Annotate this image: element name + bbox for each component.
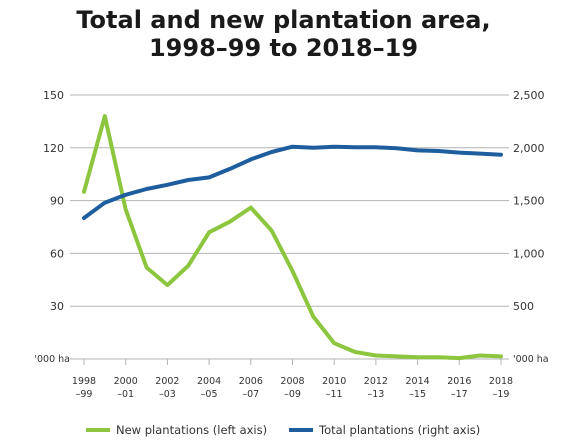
x-tick-label-year: 2014 [406, 376, 430, 387]
x-tick-label-suffix: –01 [117, 389, 134, 400]
x-tick-label-year: 2002 [155, 376, 179, 387]
series-lines [82, 114, 503, 361]
x-tick-label-suffix: –07 [242, 389, 259, 400]
legend: New plantations (left axis) Total plantat… [86, 423, 480, 437]
left-axis-unit-label: '000 ha [34, 354, 70, 365]
series-line-total-plantations [82, 144, 503, 220]
x-tick-label-year: 2004 [197, 376, 221, 387]
left-axis-tick-label: 60 [50, 247, 64, 260]
x-tick-label-year: 2008 [280, 376, 304, 387]
x-tick-label-suffix: –09 [284, 389, 301, 400]
x-tick-label-suffix: –05 [201, 389, 218, 400]
chart-title-line-2: 1998–99 to 2018–19 [148, 34, 419, 62]
right-axis-unit-label: '000 ha [513, 354, 549, 365]
legend-label-total-plantations: Total plantations (right axis) [318, 423, 480, 437]
axis-labels: 30 60 90 120 150 500 1,000 1,500 2,000 2,500 '000 … [34, 89, 548, 400]
x-tick-label-suffix: –15 [409, 389, 426, 400]
left-axis-tick-label: 120 [43, 142, 64, 155]
right-axis-tick-label: 1,500 [513, 195, 545, 208]
right-axis-tick-label: 500 [513, 300, 534, 313]
x-tick-label-suffix: –17 [451, 389, 468, 400]
x-tick-label-year: 2018 [489, 376, 513, 387]
x-tick-label-year: 1998 [72, 376, 96, 387]
gridlines [70, 94, 509, 365]
x-tick-label-suffix: –19 [493, 389, 510, 400]
right-axis-tick-label: 1,000 [513, 247, 545, 260]
left-axis-tick-label: 150 [43, 89, 64, 102]
x-tick-label-suffix: –03 [159, 389, 176, 400]
left-axis-tick-label: 30 [50, 300, 64, 313]
right-axis-tick-label: 2,000 [513, 142, 545, 155]
right-axis-tick-label: 2,500 [513, 89, 545, 102]
x-tick-label-year: 2016 [447, 376, 471, 387]
chart-title-line-1: Total and new plantation area, [76, 6, 491, 34]
legend-label-new-plantations: New plantations (left axis) [116, 423, 267, 437]
x-tick-label-suffix: –11 [326, 389, 343, 400]
series-line-new-plantations [82, 114, 503, 361]
left-axis-tick-label: 90 [50, 195, 64, 208]
x-tick-label-year: 2006 [239, 376, 263, 387]
x-tick-label-year: 2012 [364, 376, 388, 387]
x-tick-label-suffix: –13 [367, 389, 384, 400]
x-tick-label-year: 2010 [322, 376, 346, 387]
x-tick-label-year: 2000 [114, 376, 138, 387]
x-tick-label-suffix: –99 [76, 389, 93, 400]
chart-title: Total and new plantation area, 1998–99 t… [0, 6, 567, 62]
